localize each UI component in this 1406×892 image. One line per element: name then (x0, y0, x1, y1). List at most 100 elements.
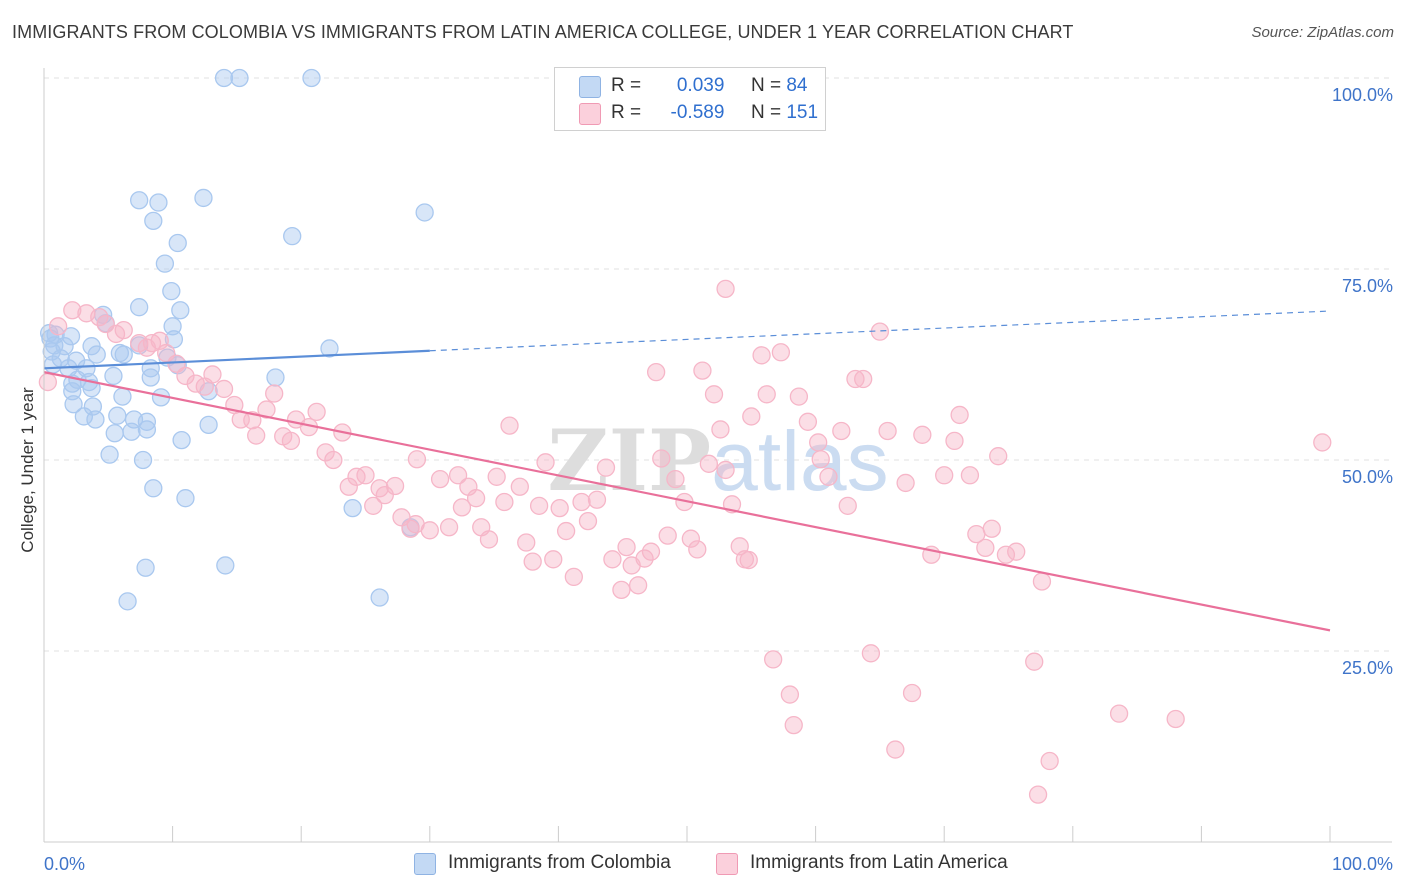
legend-swatch-colombia (579, 76, 601, 98)
point-colombia (141, 368, 160, 387)
point-latin-america (265, 384, 284, 403)
point-colombia (61, 327, 81, 346)
point-latin-america (688, 540, 707, 559)
n-label: N = (750, 102, 782, 123)
point-colombia (133, 450, 153, 470)
point-latin-america (243, 411, 262, 430)
point-latin-america (693, 361, 712, 380)
point-latin-america (1166, 709, 1185, 729)
point-latin-america (1040, 751, 1059, 771)
point-colombia (100, 445, 119, 464)
point-latin-america (564, 567, 583, 587)
point-colombia (216, 556, 235, 575)
point-colombia (144, 479, 163, 498)
point-latin-america (452, 498, 472, 517)
point-latin-america (339, 477, 358, 496)
axes: 0.0% 100.0% (43, 68, 1393, 874)
point-latin-america (1028, 785, 1048, 804)
legend-swatch-latin-america (716, 853, 738, 875)
x-tick-label: 0.0% (44, 854, 85, 874)
point-colombia (176, 489, 195, 508)
point-latin-america (1025, 652, 1044, 671)
point-latin-america (550, 498, 569, 518)
r-value: -0.589 (670, 102, 725, 123)
point-colombia (74, 407, 94, 426)
point-latin-america (832, 421, 851, 441)
point-colombia (415, 203, 434, 222)
x-tick-label: 100.0% (1332, 854, 1393, 874)
point-latin-america (752, 346, 771, 365)
point-latin-america (430, 469, 450, 489)
point-latin-america (982, 519, 1001, 538)
point-latin-america (176, 366, 195, 386)
point-colombia (172, 430, 191, 450)
point-colombia (108, 406, 127, 425)
trend-line-latin-america (43, 371, 1331, 632)
point-latin-america (203, 365, 222, 384)
point-latin-america (316, 443, 335, 462)
point-colombia (164, 330, 184, 349)
point-latin-america (356, 466, 375, 485)
point-colombia (104, 366, 123, 386)
point-colombia (155, 254, 175, 273)
point-colombia (136, 558, 155, 577)
point-latin-america (1007, 542, 1026, 561)
point-latin-america (878, 421, 897, 441)
point-colombia (122, 422, 141, 441)
point-colombia (137, 412, 157, 431)
legend-label-latin-america: Immigrants from Latin America (750, 852, 1008, 873)
point-latin-america (641, 542, 661, 561)
point-colombia (266, 368, 285, 387)
point-latin-america (448, 466, 468, 485)
point-colombia (114, 345, 133, 364)
point-latin-america (523, 552, 542, 571)
point-latin-america (798, 412, 818, 431)
point-latin-america (603, 550, 622, 569)
point-latin-america (596, 458, 616, 477)
trend-line-extension-colombia (429, 310, 1331, 352)
point-latin-america (950, 405, 969, 425)
n-value: 84 (786, 75, 808, 96)
point-latin-america (556, 521, 576, 541)
point-colombia (87, 345, 106, 364)
point-colombia (162, 282, 181, 301)
r-value: 0.039 (676, 75, 725, 96)
point-latin-america (281, 431, 301, 451)
point-latin-america (902, 683, 922, 703)
point-latin-america (487, 467, 506, 486)
point-latin-america (466, 489, 486, 508)
point-latin-america (257, 400, 276, 419)
legend-swatch-latin-america (579, 103, 601, 125)
legend-swatch-colombia (414, 853, 436, 875)
point-latin-america (960, 466, 980, 485)
point-latin-america (716, 460, 735, 480)
point-latin-america (789, 387, 809, 406)
point-latin-america (38, 372, 58, 392)
point-latin-america (536, 453, 555, 472)
point-latin-america (572, 492, 591, 512)
point-latin-america (1032, 572, 1052, 591)
y-axis-label: College, Under 1 year (18, 387, 37, 553)
point-colombia (230, 68, 249, 88)
point-latin-america (976, 538, 995, 558)
point-latin-america (913, 425, 932, 444)
point-latin-america (716, 279, 735, 299)
point-latin-america (214, 379, 234, 399)
point-latin-america (854, 369, 873, 389)
point-colombia (320, 339, 339, 358)
point-colombia (171, 301, 190, 320)
point-colombia (370, 588, 389, 607)
grid: 25.0% 50.0% 75.0% 100.0% (44, 77, 1393, 678)
point-latin-america (646, 362, 666, 382)
point-latin-america (495, 492, 514, 512)
trend-line-colombia (43, 349, 430, 370)
point-latin-america (896, 473, 915, 493)
point-colombia (199, 415, 218, 435)
point-latin-america (780, 685, 800, 704)
legend-label-colombia: Immigrants from Colombia (448, 852, 671, 873)
point-latin-america (617, 537, 636, 557)
point-colombia (194, 188, 213, 208)
point-latin-america (90, 307, 109, 327)
point-latin-america (811, 450, 830, 469)
point-latin-america (846, 369, 865, 389)
